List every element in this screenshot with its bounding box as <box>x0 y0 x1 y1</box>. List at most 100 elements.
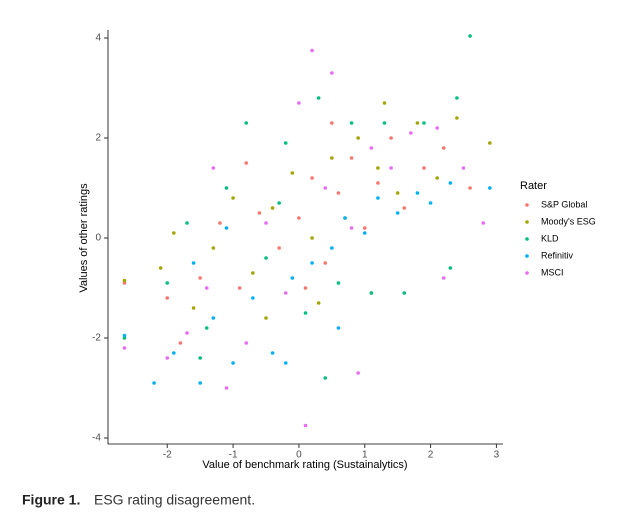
point <box>441 276 446 280</box>
point <box>435 126 439 130</box>
legend-label: S&P Global <box>541 199 587 209</box>
y-tick-label: -4 <box>92 433 101 444</box>
point <box>488 141 492 145</box>
point <box>264 256 268 260</box>
legend-swatch <box>525 220 529 224</box>
point <box>330 121 334 125</box>
x-tick-label: 3 <box>494 450 500 461</box>
point <box>198 381 202 385</box>
legend-swatch <box>525 254 529 258</box>
point <box>178 341 183 345</box>
point <box>303 286 308 290</box>
point <box>264 221 268 225</box>
point <box>297 101 301 105</box>
point <box>198 276 202 280</box>
point <box>448 266 453 270</box>
point <box>218 221 222 225</box>
point <box>270 351 275 355</box>
point <box>172 231 176 235</box>
y-axis-title: Values of other ratings <box>78 183 90 293</box>
point <box>468 34 472 38</box>
point <box>455 116 459 120</box>
point <box>369 146 374 150</box>
x-tick-label: -1 <box>229 450 238 461</box>
point <box>330 156 334 160</box>
point <box>231 196 235 200</box>
point <box>264 316 268 320</box>
x-tick-label: 0 <box>296 450 302 461</box>
point <box>389 166 393 170</box>
point <box>185 331 189 335</box>
point <box>224 226 229 230</box>
point <box>330 246 334 250</box>
point <box>310 176 314 180</box>
legend-label: Moody's ESG <box>541 216 596 226</box>
point <box>172 351 176 355</box>
point <box>165 296 170 300</box>
point <box>356 371 360 375</box>
point <box>422 121 426 125</box>
legend-swatch <box>525 237 529 241</box>
point <box>310 261 314 265</box>
caption-text: ESG rating disagreement. <box>94 492 255 508</box>
point <box>349 226 354 230</box>
point <box>283 291 288 295</box>
point <box>330 71 334 75</box>
point <box>389 136 393 140</box>
point <box>376 166 380 170</box>
point <box>336 281 341 285</box>
point <box>362 231 367 235</box>
point <box>303 311 308 315</box>
legend-title: Rater <box>520 180 547 192</box>
point <box>395 211 400 215</box>
point <box>310 48 314 53</box>
point <box>428 201 433 205</box>
x-tick-label: -2 <box>163 450 172 461</box>
y-tick-label: 2 <box>95 133 101 144</box>
point <box>191 306 196 310</box>
point <box>303 423 308 428</box>
point <box>422 166 426 170</box>
x-tick-label: 2 <box>428 450 434 461</box>
point <box>468 186 472 190</box>
point <box>290 171 295 175</box>
point <box>323 261 328 265</box>
point <box>336 326 341 330</box>
legend-label: KLD <box>541 233 559 243</box>
point <box>297 216 301 220</box>
point <box>316 301 321 305</box>
point <box>369 291 374 295</box>
point <box>152 381 156 385</box>
point <box>283 141 288 145</box>
point <box>158 266 163 270</box>
point <box>461 166 466 170</box>
y-tick-label: 0 <box>95 233 101 244</box>
point <box>122 278 127 283</box>
caption-label: Figure 1. <box>22 492 80 508</box>
point <box>395 191 400 195</box>
point <box>257 211 262 215</box>
point <box>224 186 229 190</box>
point <box>402 206 407 210</box>
point <box>165 281 170 285</box>
point <box>283 361 288 365</box>
point <box>237 286 242 290</box>
point <box>165 356 170 360</box>
point <box>244 161 249 165</box>
point <box>481 221 486 225</box>
point <box>488 186 492 190</box>
legend-label: Refinitiv <box>541 250 574 260</box>
point <box>251 296 255 300</box>
point <box>316 96 321 100</box>
point <box>231 361 235 365</box>
point <box>310 236 314 240</box>
point <box>435 176 439 180</box>
point <box>277 246 281 250</box>
point <box>204 286 209 290</box>
point <box>376 181 380 185</box>
point <box>382 121 387 125</box>
point <box>415 121 420 125</box>
point <box>356 136 360 140</box>
legend-swatch <box>525 203 529 207</box>
